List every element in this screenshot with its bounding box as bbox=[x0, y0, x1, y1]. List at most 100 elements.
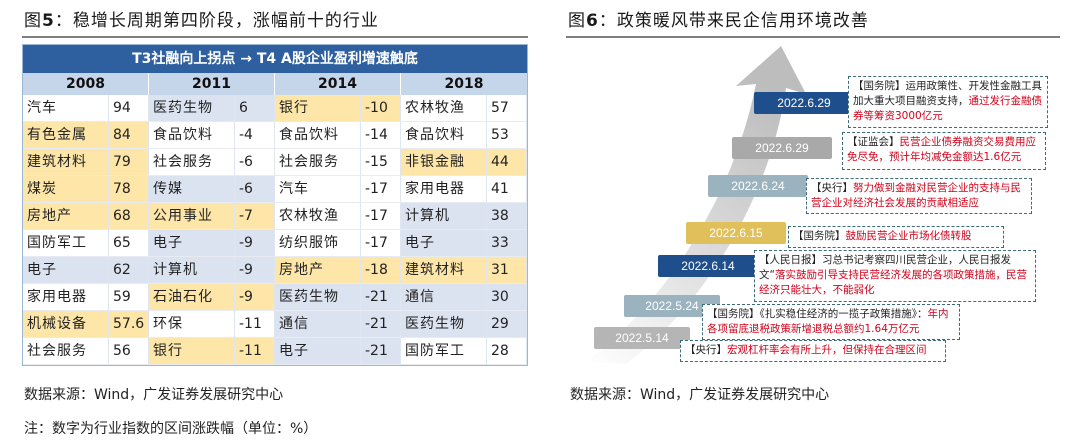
industry-name: 国防军工 bbox=[23, 230, 109, 257]
industry-change: 84 bbox=[109, 122, 149, 149]
industry-change: 78 bbox=[109, 176, 149, 203]
industry-name: 非银金融 bbox=[401, 149, 487, 176]
industry-change: -9 bbox=[235, 230, 275, 257]
source-note: 数据来源：Wind，广发证券发展研究中心 bbox=[24, 387, 284, 403]
rising-arrow bbox=[586, 46, 806, 364]
table-row: 社会服务 56 银行 -11 电子 -21 国防军工 28 bbox=[23, 338, 527, 365]
industry-table: T3社融向上拐点 → T4 A股企业盈利增速触底 2008 2011 2014 … bbox=[22, 44, 528, 366]
event-annotation: 【人民日报】习总书记考察四川民营企业，人民日报发文“落实鼓励引导支持民营经济发展… bbox=[754, 250, 1036, 302]
industry-change: -9 bbox=[235, 284, 275, 311]
industry-name: 社会服务 bbox=[149, 149, 235, 176]
policy-timeline: 2022.6.29 【国务院】运用政策性、开发性金融工具加大重大项目融资支持，通过… bbox=[566, 44, 1060, 366]
industry-name: 农林牧渔 bbox=[401, 95, 487, 122]
industry-name: 电子 bbox=[275, 338, 361, 365]
industry-change: 65 bbox=[109, 230, 149, 257]
industry-change: -4 bbox=[235, 122, 275, 149]
table-row: 房地产 68 公用事业 -7 农林牧渔 -17 计算机 38 bbox=[23, 203, 527, 230]
event-annotation: 【央行】宏观杠杆率会有所上升，但保持在合理区间 bbox=[680, 340, 946, 362]
annotation-highlight: 落实鼓励引导支持民营经济发展的各项政策措施，民营经济只能壮大，不能弱化 bbox=[759, 269, 1027, 296]
event-date: 2022.6.14 bbox=[658, 255, 758, 277]
event-date: 2022.6.29 bbox=[732, 137, 832, 159]
industry-name: 房地产 bbox=[275, 257, 361, 284]
event-annotation: 【证监会】民营企业债券融资交易费用应免尽免，预计年均减免金额达1.6亿元 bbox=[842, 132, 1046, 170]
industry-name: 农林牧渔 bbox=[275, 203, 361, 230]
table-body: 汽车 94 医药生物 6 银行 -10 农林牧渔 57 有色金属 84 食品饮料 -4 食品饮料 -14 食… bbox=[23, 95, 527, 365]
table-row: 电子 62 计算机 -9 房地产 -18 建筑材料 31 bbox=[23, 257, 527, 284]
industry-change: 29 bbox=[487, 311, 527, 338]
annotation-highlight: 年内各项留底退税政策新增退税总额约1.64万亿元 bbox=[707, 308, 949, 335]
table-row: 机械设备 57.6 环保 -11 通信 -21 医药生物 29 bbox=[23, 311, 527, 338]
industry-change: -17 bbox=[361, 176, 401, 203]
title-rule bbox=[22, 36, 528, 38]
year-header: 2014 bbox=[275, 73, 401, 95]
industry-name: 社会服务 bbox=[275, 149, 361, 176]
annotation-text: 【人民日报】习总书记考察四川民营企业，人民日报发文“ bbox=[759, 254, 1011, 281]
table-row: 建筑材料 79 社会服务 -6 社会服务 -15 非银金融 44 bbox=[23, 149, 527, 176]
event-date: 2022.6.24 bbox=[708, 175, 808, 197]
event-date: 2022.5.24 bbox=[624, 295, 720, 317]
industry-name: 公用事业 bbox=[149, 203, 235, 230]
industry-name: 电子 bbox=[401, 230, 487, 257]
industry-change: -11 bbox=[235, 338, 275, 365]
industry-name: 医药生物 bbox=[401, 311, 487, 338]
left-figure-title: 图5：稳增长周期第四阶段，涨幅前十的行业 bbox=[24, 11, 379, 31]
table-row: 家用电器 59 石油石化 -9 医药生物 -21 通信 30 bbox=[23, 284, 527, 311]
industry-name: 社会服务 bbox=[23, 338, 109, 365]
year-header: 2011 bbox=[149, 73, 275, 95]
industry-name: 食品饮料 bbox=[401, 122, 487, 149]
industry-name: 银行 bbox=[275, 95, 361, 122]
industry-change: 79 bbox=[109, 149, 149, 176]
industry-change: -9 bbox=[235, 257, 275, 284]
industry-name: 汽车 bbox=[23, 95, 109, 122]
industry-name: 计算机 bbox=[401, 203, 487, 230]
industry-change: -21 bbox=[361, 338, 401, 365]
industry-change: 6 bbox=[235, 95, 275, 122]
event-annotation: 【国务院】运用政策性、开发性金融工具加大重大项目融资支持，通过发行金融债券等筹资… bbox=[848, 76, 1048, 128]
industry-name: 通信 bbox=[401, 284, 487, 311]
industry-name: 家用电器 bbox=[401, 176, 487, 203]
industry-change: -21 bbox=[361, 311, 401, 338]
industry-change: -10 bbox=[361, 95, 401, 122]
industry-name: 食品饮料 bbox=[275, 122, 361, 149]
industry-name: 石油石化 bbox=[149, 284, 235, 311]
industry-change: 94 bbox=[109, 95, 149, 122]
industry-name: 电子 bbox=[23, 257, 109, 284]
industry-change: 56 bbox=[109, 338, 149, 365]
table-header: T3社融向上拐点 → T4 A股企业盈利增速触底 bbox=[23, 45, 527, 73]
source-note: 数据来源：Wind，广发证券发展研究中心 bbox=[570, 387, 830, 403]
table-row: 煤炭 78 传媒 -6 汽车 -17 家用电器 41 bbox=[23, 176, 527, 203]
industry-name: 食品饮料 bbox=[149, 122, 235, 149]
industry-name: 医药生物 bbox=[149, 95, 235, 122]
event-annotation: 【国务院】鼓励民营企业市场化债转股 bbox=[788, 226, 1004, 248]
table-row: 有色金属 84 食品饮料 -4 食品饮料 -14 食品饮料 53 bbox=[23, 122, 527, 149]
event-annotation: 【国务院】《扎实稳住经济的一揽子政策措施》：年内各项留底退税政策新增退税总额约1… bbox=[702, 304, 960, 340]
industry-change: -17 bbox=[361, 203, 401, 230]
event-date: 2022.5.14 bbox=[594, 327, 690, 349]
annotation-highlight: 民营企业债券融资交易费用应免尽免，预计年均减免金额达1.6亿元 bbox=[847, 136, 1036, 163]
industry-change: -21 bbox=[361, 284, 401, 311]
industry-change: 62 bbox=[109, 257, 149, 284]
annotation-highlight: 通过发行金融债券等筹资3000亿元 bbox=[853, 95, 1042, 122]
industry-name: 计算机 bbox=[149, 257, 235, 284]
industry-change: 68 bbox=[109, 203, 149, 230]
industry-name: 建筑材料 bbox=[23, 149, 109, 176]
industry-change: -17 bbox=[361, 230, 401, 257]
industry-name: 传媒 bbox=[149, 176, 235, 203]
event-date: 2022.6.29 bbox=[754, 92, 854, 114]
right-figure-title: 图6：政策暖风带来民企信用环境改善 bbox=[568, 11, 869, 31]
industry-name: 电子 bbox=[149, 230, 235, 257]
annotation-text: 【国务院】《扎实稳住经济的一揽子政策措施》： bbox=[707, 308, 928, 320]
industry-change: 53 bbox=[487, 122, 527, 149]
industry-change: 57 bbox=[487, 95, 527, 122]
industry-name: 家用电器 bbox=[23, 284, 109, 311]
industry-name: 房地产 bbox=[23, 203, 109, 230]
industry-change: 41 bbox=[487, 176, 527, 203]
industry-change: -18 bbox=[361, 257, 401, 284]
annotation-text: 【央行】 bbox=[811, 182, 853, 194]
year-header-row: 2008 2011 2014 2018 bbox=[23, 73, 527, 95]
industry-change: 38 bbox=[487, 203, 527, 230]
industry-change: -14 bbox=[361, 122, 401, 149]
industry-change: -15 bbox=[361, 149, 401, 176]
industry-name: 国防军工 bbox=[401, 338, 487, 365]
industry-name: 环保 bbox=[149, 311, 235, 338]
